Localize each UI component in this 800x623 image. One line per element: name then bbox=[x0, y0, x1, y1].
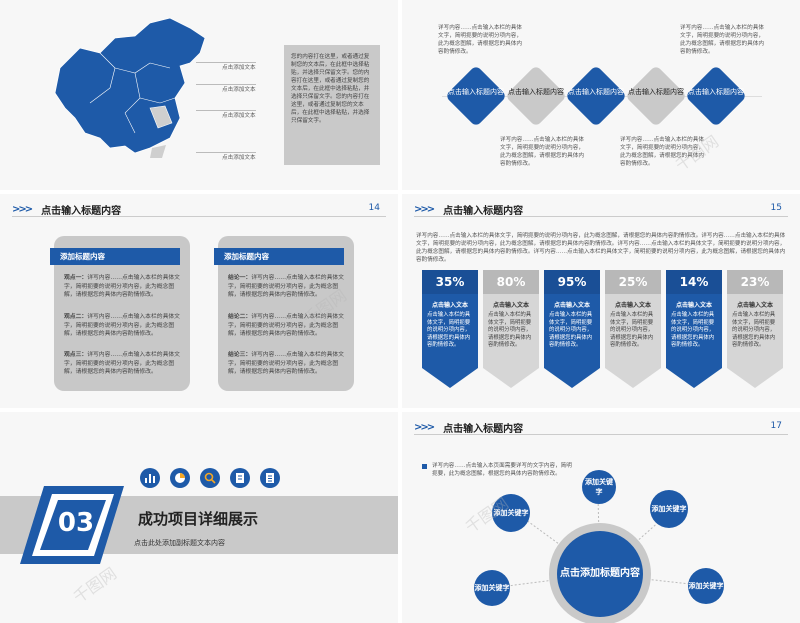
column-shape bbox=[605, 270, 661, 388]
card-item: 结论三：详写内容……点击输入本栏的具体文字，简明扼要的说明分项内容，此为概念图解… bbox=[228, 352, 344, 376]
diamond-label[interactable]: 点击输入标题内容 bbox=[568, 88, 624, 96]
slide-header: >>> 点击输入标题内容 bbox=[414, 202, 523, 217]
slide-title: 点击输入标题内容 bbox=[443, 206, 524, 217]
document-icon bbox=[260, 468, 280, 488]
column-head: 点击输入文本 bbox=[492, 302, 529, 309]
keyword-node[interactable]: 添加关键字 bbox=[582, 470, 616, 504]
column-text: 点击输入本栏的具体文字，简明扼要的说明分项内容，请根据您的具体内容酌情修改。 bbox=[549, 312, 593, 349]
slide-radial[interactable]: >>> 点击输入标题内容 17 详写内容……点击输入本页面需要详写的文字内容，简… bbox=[402, 412, 800, 623]
detail-text: 详写内容……点击输入本栏的具体文字，简明扼要的说明分项内容，此为概念图解，请根据… bbox=[500, 137, 584, 167]
card-item: 观点一：详写内容……点击输入本栏的具体文字，简明扼要的说明分项内容，此为概念图解… bbox=[64, 275, 180, 299]
percent-value: 14% bbox=[679, 275, 709, 289]
card-item: 观点三：详写内容……点击输入本栏的具体文字，简明扼要的说明分项内容，此为概念图解… bbox=[64, 352, 180, 376]
diamond-label[interactable]: 点击输入标题内容 bbox=[688, 88, 744, 96]
bullet bbox=[422, 464, 427, 469]
arrows-icon: >>> bbox=[414, 422, 435, 433]
map-label: 点击添加文本 bbox=[222, 113, 256, 119]
column-head: 点击输入文本 bbox=[431, 302, 468, 309]
percent-value: 35% bbox=[435, 275, 465, 289]
detail-text: 详写内容……点击输入本栏的具体文字，简明扼要的说明分项内容，此为概念图解，请根据… bbox=[620, 137, 704, 167]
map-label: 点击添加文本 bbox=[222, 65, 256, 71]
detail-text: 详写内容……点击输入本栏的具体文字，简明扼要的说明分项内容，此为概念图解，请根据… bbox=[680, 25, 764, 55]
slide-cards[interactable]: >>> 点击输入标题内容 14 添加标题内容 观点一：详写内容……点击输入本栏的… bbox=[0, 194, 398, 408]
percent-value: 23% bbox=[740, 275, 770, 289]
diamond-label[interactable]: 点击输入标题内容 bbox=[628, 88, 684, 96]
arrows-icon: >>> bbox=[414, 204, 435, 215]
book-icon bbox=[230, 468, 250, 488]
keyword-node[interactable]: 添加关键字 bbox=[650, 490, 688, 528]
map-textbox-text: 您的内容打在这里，或者通过复制您的文本后，在此框中选择粘贴，并选择只保留文字。您… bbox=[291, 54, 370, 124]
slide-map[interactable]: 点击添加文本 点击添加文本 点击添加文本 点击添加文本 您的内容打在这里，或者通… bbox=[0, 0, 398, 190]
slide-header: >>> 点击输入标题内容 bbox=[414, 420, 523, 435]
column-text: 点击输入本栏的具体文字，简明扼要的说明分项内容，请根据您的具体内容酌情修改。 bbox=[488, 312, 532, 349]
column-text: 点击输入本栏的具体文字，简明扼要的说明分项内容，请根据您的具体内容酌情修改。 bbox=[610, 312, 654, 349]
china-map bbox=[54, 17, 206, 158]
card-head[interactable]: 添加标题内容 bbox=[214, 248, 344, 265]
icon-row bbox=[140, 468, 280, 488]
slide-header: >>> 点击输入标题内容 bbox=[12, 202, 121, 217]
center-node[interactable]: 点击添加标题内容 bbox=[557, 531, 643, 617]
slide-title: 点击输入标题内容 bbox=[443, 424, 524, 435]
column-head: 点击输入文本 bbox=[553, 302, 590, 309]
card-item: 结论二：详写内容……点击输入本栏的具体文字，简明扼要的说明分项内容，此为概念图解… bbox=[228, 314, 344, 338]
column-head: 点击输入文本 bbox=[736, 302, 773, 309]
percent-value: 95% bbox=[557, 275, 587, 289]
map-label: 点击添加文本 bbox=[222, 155, 256, 161]
column-text: 点击输入本栏的具体文字，简明扼要的说明分项内容，请根据您的具体内容酌情修改。 bbox=[671, 312, 715, 349]
column-head: 点击输入文本 bbox=[675, 302, 712, 309]
section-number-shape bbox=[20, 486, 124, 564]
map-textbox: 您的内容打在这里，或者通过复制您的文本后，在此框中选择粘贴，并选择只保留文字。您… bbox=[284, 45, 380, 165]
page-number: 15 bbox=[770, 203, 782, 213]
column-shape bbox=[544, 270, 600, 388]
page-number: 17 bbox=[770, 421, 782, 431]
card-item: 观点二：详写内容……点击输入本栏的具体文字，简明扼要的说明分项内容，此为概念图解… bbox=[64, 314, 180, 338]
slide-title: 点击输入标题内容 bbox=[41, 206, 122, 217]
column-head: 点击输入文本 bbox=[614, 302, 651, 309]
watermark: 千图网 bbox=[69, 563, 120, 607]
column-shape bbox=[666, 270, 722, 388]
keyword-node[interactable]: 添加关键字 bbox=[492, 494, 530, 532]
percent-value: 80% bbox=[496, 275, 526, 289]
section-subtitle[interactable]: 点击此处添加副标题文本内容 bbox=[134, 539, 225, 547]
section-number: 03 bbox=[57, 508, 95, 538]
slide-section[interactable]: 03 成功项目详细展示 点击此处添加副标题文本内容 千图网 bbox=[0, 412, 398, 623]
percent-value: 25% bbox=[618, 275, 648, 289]
card-item: 结论一：详写内容……点击输入本栏的具体文字，简明扼要的说明分项内容，此为概念图解… bbox=[228, 275, 344, 299]
intro-text: 详写内容……点击输入本页面需要详写的文字内容，简明扼要，此为概念图解，根据您的具… bbox=[432, 463, 572, 477]
magnifier-icon bbox=[200, 468, 220, 488]
arrows-icon: >>> bbox=[12, 204, 33, 215]
column-text: 点击输入本栏的具体文字，简明扼要的说明分项内容，请根据您的具体内容酌情修改。 bbox=[427, 312, 471, 349]
diamond-label[interactable]: 点击输入标题内容 bbox=[448, 88, 504, 96]
slide-diamonds[interactable]: 详写内容……点击输入本栏的具体文字，简明扼要的说明分项内容，此为概念图解，请根据… bbox=[402, 0, 800, 190]
diamond-label[interactable]: 点击输入标题内容 bbox=[508, 88, 564, 96]
bar-chart-icon bbox=[140, 468, 160, 488]
keyword-node[interactable]: 添加关键字 bbox=[474, 570, 510, 606]
column-shape bbox=[422, 270, 478, 388]
pie-chart-icon bbox=[170, 468, 190, 488]
column-shape bbox=[483, 270, 539, 388]
column-shape bbox=[727, 270, 783, 388]
intro-text: 详写内容……点击输入本栏的具体文字，简明扼要的说明分项内容，此为概念图解，请根据… bbox=[416, 233, 786, 263]
map-label: 点击添加文本 bbox=[222, 87, 256, 93]
detail-text: 详写内容……点击输入本栏的具体文字，简明扼要的说明分项内容，此为概念图解，请根据… bbox=[438, 25, 522, 55]
page-number: 14 bbox=[368, 203, 380, 213]
slide-percentages[interactable]: >>> 点击输入标题内容 15 详写内容……点击输入本栏的具体文字，简明扼要的说… bbox=[402, 194, 800, 408]
keyword-node[interactable]: 添加关键字 bbox=[688, 568, 724, 604]
column-text: 点击输入本栏的具体文字，简明扼要的说明分项内容，请根据您的具体内容酌情修改。 bbox=[732, 312, 776, 349]
section-title[interactable]: 成功项目详细展示 bbox=[138, 510, 259, 528]
card-head[interactable]: 添加标题内容 bbox=[50, 248, 180, 265]
